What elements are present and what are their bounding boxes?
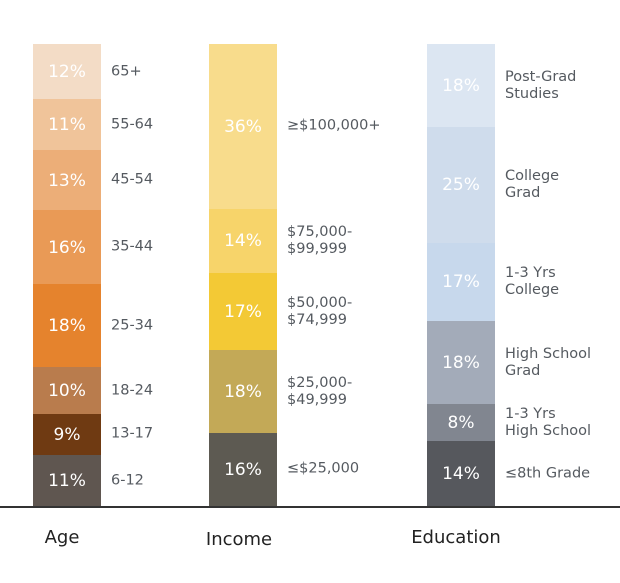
bar-segment: 8% — [427, 404, 495, 442]
segment-category-label: College Grad — [505, 167, 560, 201]
segment-value-label: 14% — [224, 230, 262, 251]
group-title-education: Education — [411, 527, 501, 548]
bar-segment: 14% — [209, 208, 277, 274]
bar-segment: 13% — [33, 150, 101, 211]
bar-segment: 18% — [33, 284, 101, 368]
segment-category-label: 1-3 Yrs High School — [505, 405, 592, 439]
segment-value-label: 16% — [48, 237, 86, 258]
bar-segment: 17% — [209, 272, 277, 351]
bar-segment: 18% — [427, 44, 495, 128]
segment-category-label: ≤8th Grade — [505, 465, 591, 482]
segment-category-label: $25,000- $49,999 — [287, 374, 353, 408]
segment-category-label: ≤$25,000 — [287, 460, 360, 477]
segment-category-label: 35-44 — [111, 238, 154, 255]
bar-segment: 12% — [33, 44, 101, 100]
segment-value-label: 9% — [53, 424, 81, 445]
segment-value-label: 18% — [442, 353, 480, 374]
segment-value-label: 36% — [224, 116, 262, 137]
segment-category-label: 1-3 Yrs College — [505, 264, 560, 298]
segment-value-label: 11% — [48, 470, 86, 491]
segment-value-label: 18% — [224, 381, 262, 402]
bar-segment: 9% — [33, 413, 101, 456]
group-title-income: Income — [205, 529, 273, 550]
segment-value-label: 16% — [224, 459, 262, 480]
segment-value-label: 14% — [442, 463, 480, 484]
segment-value-label: 18% — [48, 316, 86, 337]
segment-category-label: 65+ — [111, 63, 142, 80]
segment-category-label: 55-64 — [111, 116, 154, 133]
segment-value-label: 13% — [48, 170, 86, 191]
segment-category-label: 18-24 — [111, 382, 154, 398]
bar-segment: 36% — [209, 44, 277, 210]
segment-value-label: 10% — [48, 380, 86, 401]
segment-value-label: 8% — [447, 413, 475, 434]
segment-category-label: $50,000- $74,999 — [287, 294, 353, 328]
bar-segment: 16% — [209, 432, 277, 507]
segment-value-label: 17% — [224, 301, 262, 322]
baseline — [0, 506, 620, 508]
bar-segment: 11% — [33, 455, 101, 507]
segment-value-label: 18% — [442, 75, 480, 96]
segment-category-label: 6-12 — [111, 472, 144, 489]
bar-segment: 25% — [427, 127, 495, 244]
segment-value-label: 25% — [442, 175, 480, 196]
bar-segment: 18% — [209, 350, 277, 434]
bar-segment: 14% — [427, 441, 495, 507]
segment-value-label: 12% — [48, 61, 86, 82]
segment-category-label: ≥$100,000+ — [287, 117, 381, 134]
segment-category-label: High School Grad — [505, 345, 592, 379]
group-title-age: Age — [44, 527, 80, 548]
bar-segment: 11% — [33, 99, 101, 151]
bar-segment: 10% — [33, 367, 101, 415]
segment-value-label: 11% — [48, 115, 86, 136]
segment-category-label: 45-54 — [111, 171, 154, 188]
segment-category-label: 13-17 — [111, 425, 154, 442]
bar-segment: 16% — [33, 210, 101, 285]
bar-segment: 18% — [427, 321, 495, 405]
bar-segment: 17% — [427, 242, 495, 322]
segment-category-label: Post-Grad Studies — [505, 68, 577, 102]
segment-value-label: 17% — [442, 272, 480, 293]
segment-category-label: 25-34 — [111, 317, 154, 334]
segment-category-label: $75,000- $99,999 — [287, 223, 353, 257]
